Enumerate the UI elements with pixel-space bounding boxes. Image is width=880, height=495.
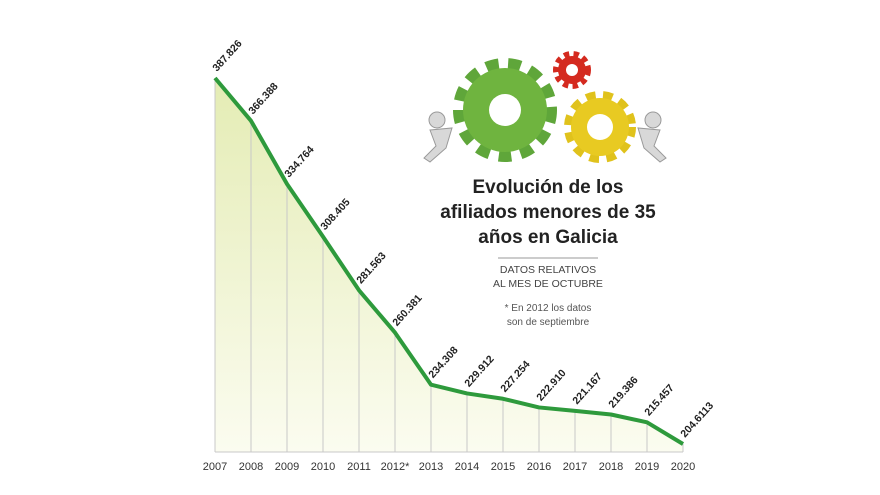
- subtitle-line: AL MES DE OCTUBRE: [493, 278, 603, 290]
- note-line: son de septiembre: [507, 317, 590, 328]
- x-tick-label: 2020: [671, 461, 695, 473]
- note-line: * En 2012 los datos: [505, 303, 592, 314]
- x-tick-label: 2018: [599, 461, 623, 473]
- value-label: 215.457: [642, 382, 676, 418]
- value-label: 281.563: [354, 250, 388, 286]
- x-tick-label: 2016: [527, 461, 551, 473]
- value-label: 221.167: [570, 371, 604, 407]
- area: [215, 78, 683, 452]
- title-line: Evolución de los: [473, 177, 624, 198]
- value-label: 366.388: [246, 80, 280, 116]
- x-tick-label: 2010: [311, 461, 335, 473]
- value-label: 234.308: [426, 344, 460, 380]
- value-label: 334.764: [282, 144, 316, 180]
- title-line: años en Galicia: [478, 227, 618, 248]
- x-tick-label: 2009: [275, 461, 299, 473]
- x-tick-label: 2011: [347, 461, 371, 473]
- line: [213, 76, 685, 446]
- subtitle-line: DATOS RELATIVOS: [500, 264, 596, 276]
- value-label: 222.910: [534, 367, 568, 403]
- x-tick-label: 2019: [635, 461, 659, 473]
- x-tick-label: 2007: [203, 461, 227, 473]
- x-tick-label: 2014: [455, 461, 479, 473]
- x-tick-label: 2012*: [381, 461, 410, 473]
- value-label: 260.381: [390, 292, 424, 328]
- value-label: 227.254: [498, 358, 532, 394]
- value-label: 219.386: [606, 374, 640, 410]
- x-tick-label: 2015: [491, 461, 515, 473]
- x-tick-label: 2013: [419, 461, 443, 473]
- value-label: 229.912: [462, 353, 496, 389]
- value-label: 387.826: [210, 38, 244, 74]
- gears-illustration: [423, 51, 667, 163]
- value-label: 308.405: [318, 196, 352, 232]
- title-line: afiliados menores de 35: [440, 202, 656, 223]
- x-tick-label: 2017: [563, 461, 587, 473]
- value-label: 204.6113: [678, 400, 716, 440]
- x-tick-label: 2008: [239, 461, 263, 473]
